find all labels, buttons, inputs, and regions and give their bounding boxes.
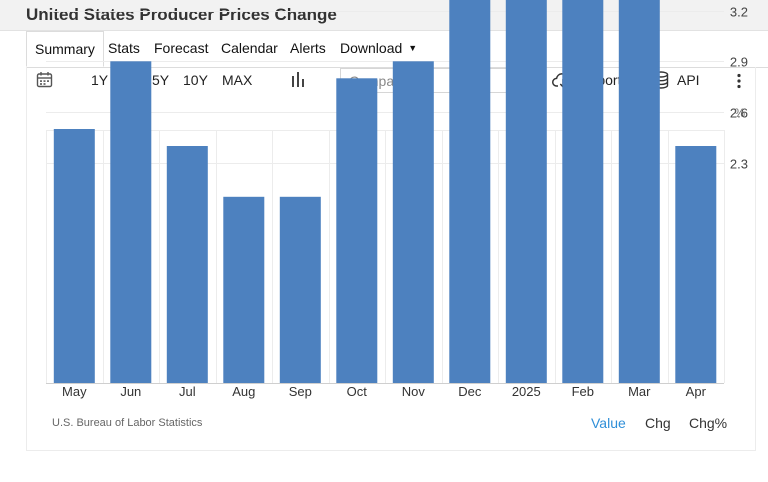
source-label: U.S. Bureau of Labor Statistics — [52, 417, 203, 429]
range-10y-button[interactable]: 10Y — [183, 72, 208, 88]
x-tick-label: Feb — [572, 384, 594, 399]
bar-jun[interactable] — [110, 61, 152, 384]
y-tick-label: 2.6 — [730, 106, 748, 121]
tab-alerts[interactable]: Alerts — [290, 40, 326, 56]
bar-feb[interactable] — [562, 0, 604, 383]
bar-nov[interactable] — [392, 61, 434, 384]
x-tick-label: Aug — [232, 384, 255, 399]
page-title: United States Producer Prices Change — [26, 5, 337, 24]
x-tick-label: 2025 — [512, 384, 541, 399]
mode-value-button[interactable]: Value — [591, 415, 626, 431]
bar-may[interactable] — [53, 129, 95, 383]
api-button[interactable]: API — [677, 72, 700, 88]
bar-jul[interactable] — [166, 146, 208, 383]
x-tick-label: Apr — [686, 384, 707, 399]
tab-download[interactable]: Download ▼ — [340, 31, 417, 66]
tab-forecast[interactable]: Forecast — [154, 40, 209, 56]
caret-down-icon: ▼ — [408, 43, 418, 53]
chart-panel — [26, 67, 756, 451]
bar-2025[interactable] — [505, 0, 547, 383]
x-tick-label: Dec — [458, 384, 482, 399]
bar-mar[interactable] — [618, 0, 660, 383]
x-tick-label: Nov — [402, 384, 426, 399]
calendar-icon[interactable] — [36, 71, 53, 88]
tab-download-label: Download — [340, 40, 403, 56]
y-tick-label: 3.2 — [730, 5, 748, 20]
y-unit-label: % — [734, 106, 745, 120]
mode-chg-pct-button[interactable]: Chg% — [689, 415, 728, 431]
bar-aug[interactable] — [223, 196, 265, 383]
bar-dec[interactable] — [449, 0, 491, 383]
x-tick-label: Sep — [289, 384, 312, 399]
y-tick-label: 2.3 — [730, 157, 748, 172]
bar-apr[interactable] — [675, 146, 717, 383]
x-tick-label: Mar — [628, 384, 651, 399]
tab-summary[interactable]: Summary — [26, 31, 104, 67]
tab-calendar[interactable]: Calendar — [221, 40, 278, 56]
x-tick-label: May — [62, 384, 87, 399]
bar-chart-icon[interactable] — [291, 72, 305, 87]
range-5y-button[interactable]: 5Y — [152, 72, 170, 88]
more-vertical-icon[interactable] — [736, 73, 742, 89]
x-tick-label: Oct — [347, 384, 368, 399]
x-tick-label: Jun — [120, 384, 141, 399]
bar-oct[interactable] — [336, 78, 378, 384]
range-1y-button[interactable]: 1Y — [91, 72, 109, 88]
tab-stats[interactable]: Stats — [108, 40, 140, 56]
bar-sep[interactable] — [279, 196, 321, 383]
y-tick-label: 2.9 — [730, 55, 748, 70]
range-max-button[interactable]: MAX — [222, 72, 253, 88]
x-tick-label: Jul — [179, 384, 196, 399]
mode-chg-button[interactable]: Chg — [645, 415, 671, 431]
